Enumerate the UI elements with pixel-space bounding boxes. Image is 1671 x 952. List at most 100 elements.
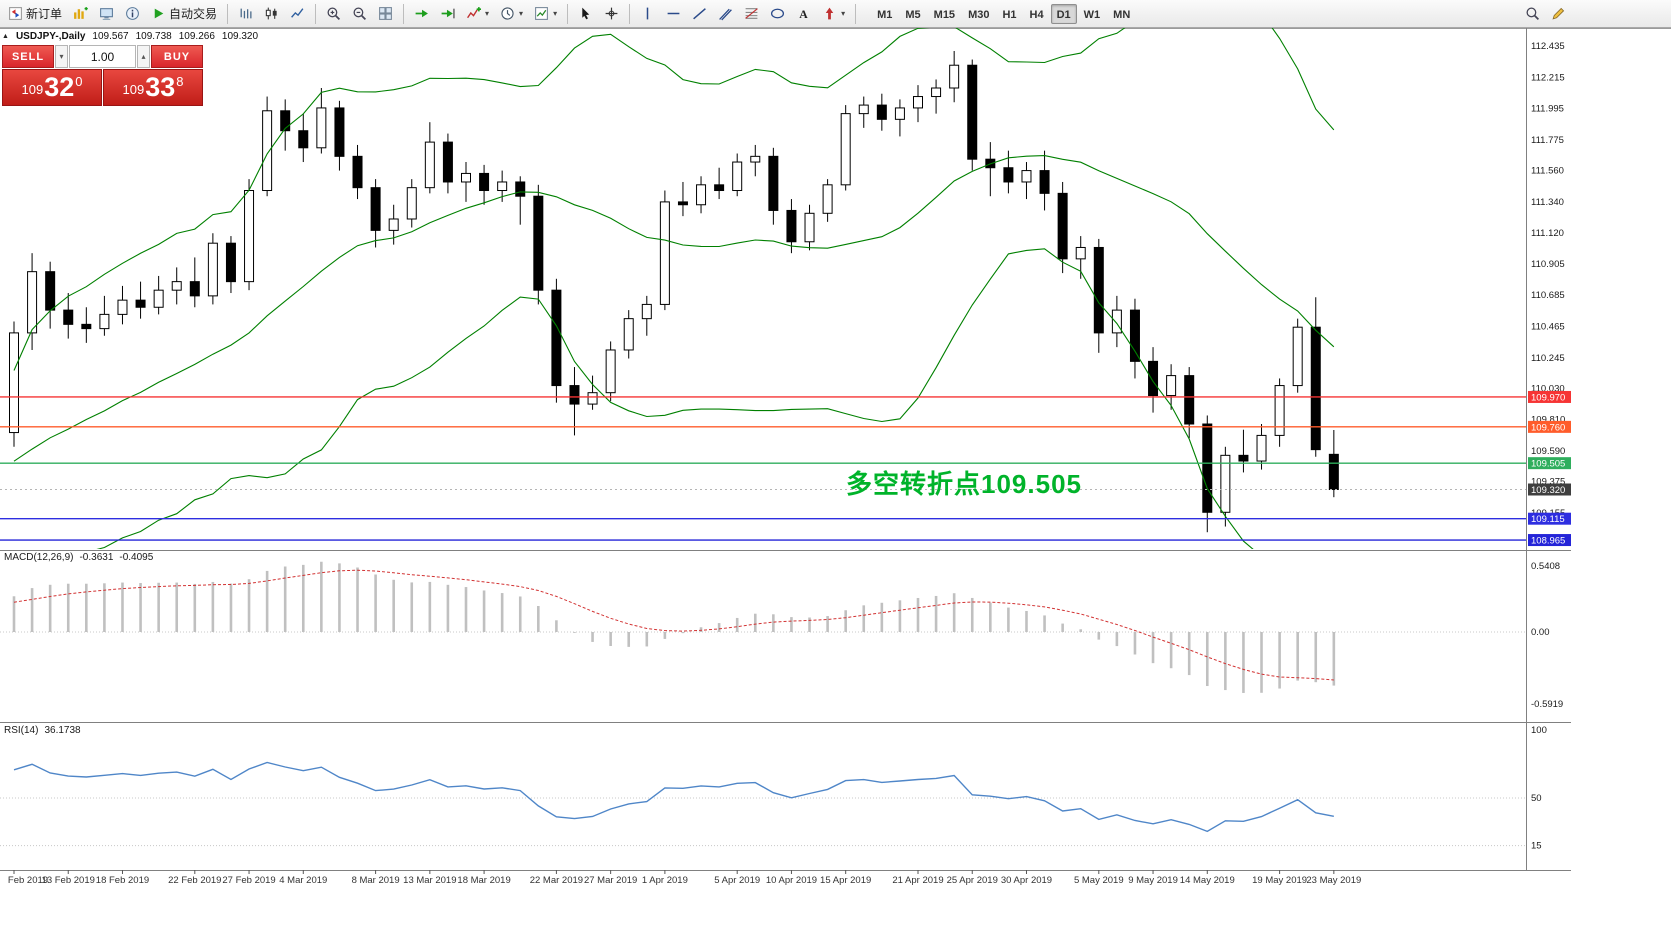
buy-button[interactable]: BUY: [151, 45, 203, 68]
volume-input[interactable]: [69, 45, 136, 68]
candle-down: [1093, 246, 1104, 334]
buy-price-display[interactable]: 109 33 8: [103, 69, 203, 106]
timeframe-w1[interactable]: W1: [1083, 8, 1101, 21]
bollinger-lower-band[interactable]: [14, 248, 1334, 569]
date-label: 19 May 2019: [1252, 875, 1307, 886]
timeframe-d1[interactable]: D1: [1050, 3, 1077, 24]
vline-icon: [640, 6, 655, 21]
toolbar-separator: [315, 3, 317, 24]
autotrading-button[interactable]: 自动交易: [146, 3, 222, 25]
charts-menu-button[interactable]: [68, 3, 93, 25]
fibonacci-button[interactable]: [739, 3, 764, 25]
timeframe-m5[interactable]: M5: [905, 8, 921, 21]
sell-price-big: 32: [44, 72, 75, 102]
toolbar-separator: [629, 3, 631, 24]
axis-label: 111.995: [1531, 104, 1564, 115]
candle-up: [732, 161, 743, 192]
toolbar-separator: [403, 3, 405, 24]
candle-up: [9, 332, 19, 434]
candle-down: [442, 141, 453, 183]
bollinger-upper-band[interactable]: [13, 0, 1335, 371]
line-chart-button[interactable]: [285, 3, 310, 25]
crosshair-button[interactable]: [599, 3, 624, 25]
price-label-109.760[interactable]: [1528, 420, 1571, 433]
candle-down: [1184, 375, 1195, 425]
templates-button[interactable]: ▾: [529, 3, 562, 25]
price-axis[interactable]: 112.435 112.215 111.995 111.775 111.560 111.3…: [1528, 41, 1571, 852]
profiles-button[interactable]: [94, 3, 119, 25]
candlestick-chart-button[interactable]: [259, 3, 284, 25]
zoom-out-button[interactable]: [347, 3, 372, 25]
candle-down: [298, 130, 309, 149]
rsi-pane[interactable]: [0, 761, 1526, 847]
tile-windows-button[interactable]: [373, 3, 398, 25]
volume-decrease-button[interactable]: ▾: [55, 45, 68, 68]
auto-scroll-button[interactable]: [409, 3, 434, 25]
rsi-value: 36.1738: [44, 725, 81, 736]
caret-down-icon: ▾: [841, 9, 846, 18]
data-window-button[interactable]: [120, 3, 145, 25]
timeframe-m15[interactable]: M15: [933, 8, 956, 21]
candle-up: [750, 155, 761, 163]
text-label-button[interactable]: A: [791, 3, 816, 25]
cursor-button[interactable]: [573, 3, 598, 25]
candle-down: [352, 155, 363, 189]
new-order-button[interactable]: 新订单: [3, 3, 67, 25]
new-order-button-label: 新订单: [26, 7, 63, 21]
candle-down: [786, 209, 797, 243]
timeframe-h1[interactable]: H1: [1002, 8, 1017, 21]
date-label: 9 May 2019: [1128, 875, 1178, 886]
horizontal-line-button[interactable]: [661, 3, 686, 25]
candle-up: [171, 281, 182, 291]
candle-up: [1274, 385, 1285, 436]
ohlc-close: 109.320: [221, 31, 259, 42]
price-label-109.505[interactable]: [1528, 457, 1571, 470]
macd-pane[interactable]: [0, 561, 1526, 693]
trendline-button[interactable]: [687, 3, 712, 25]
equidistant-channel-button[interactable]: [713, 3, 738, 25]
sell-button[interactable]: SELL: [2, 45, 54, 68]
edit-button[interactable]: [1546, 3, 1571, 25]
search-button[interactable]: [1520, 3, 1545, 25]
collapse-quotes-icon[interactable]: ▲: [2, 33, 9, 40]
price-label-109.115[interactable]: [1528, 512, 1571, 525]
channel-icon: [718, 6, 733, 21]
candle-up: [244, 190, 255, 283]
bars-icon: [238, 6, 253, 21]
main-price-pane[interactable]: [9, 0, 1339, 569]
arrow-icon: [822, 6, 837, 21]
axis-label: 109.320: [1531, 485, 1565, 496]
candle-down: [1238, 454, 1249, 462]
zoom-in-button[interactable]: [321, 3, 346, 25]
indicators-icon: [466, 6, 482, 21]
axis-label: 0.00: [1531, 627, 1550, 638]
sell-price-display[interactable]: 109 32 0: [2, 69, 102, 106]
candle-up: [99, 313, 110, 330]
indicators-button[interactable]: ▾: [461, 3, 494, 25]
candle-up: [1256, 434, 1267, 462]
timeframe-m30[interactable]: M30: [968, 8, 990, 21]
bid-price-label[interactable]: [1528, 483, 1571, 496]
candle-up: [461, 172, 471, 183]
caret-down-icon: ▾: [553, 9, 558, 18]
price-label-109.970[interactable]: [1528, 390, 1571, 403]
axis-label: 109.375: [1531, 477, 1565, 488]
bollinger-middle-band[interactable]: [13, 155, 1335, 462]
date-label: 25 Apr 2019: [947, 875, 998, 886]
candle-up: [605, 349, 616, 394]
bar-chart-button[interactable]: [233, 3, 258, 25]
axis-label: 112.215: [1531, 72, 1565, 83]
price-label-108.965[interactable]: [1528, 534, 1571, 547]
vertical-line-button[interactable]: [635, 3, 660, 25]
volume-increase-button[interactable]: ▴: [137, 45, 150, 68]
chart-shift-button[interactable]: [435, 3, 460, 25]
timeframe-h4[interactable]: H4: [1029, 8, 1044, 21]
periods-button[interactable]: ▾: [495, 3, 528, 25]
caret-down-icon: ▾: [519, 9, 524, 18]
shapes-button[interactable]: [765, 3, 790, 25]
timeframe-mn[interactable]: MN: [1113, 8, 1131, 21]
arrows-button[interactable]: ▾: [817, 3, 850, 25]
timeframe-m1[interactable]: M1: [877, 8, 893, 21]
